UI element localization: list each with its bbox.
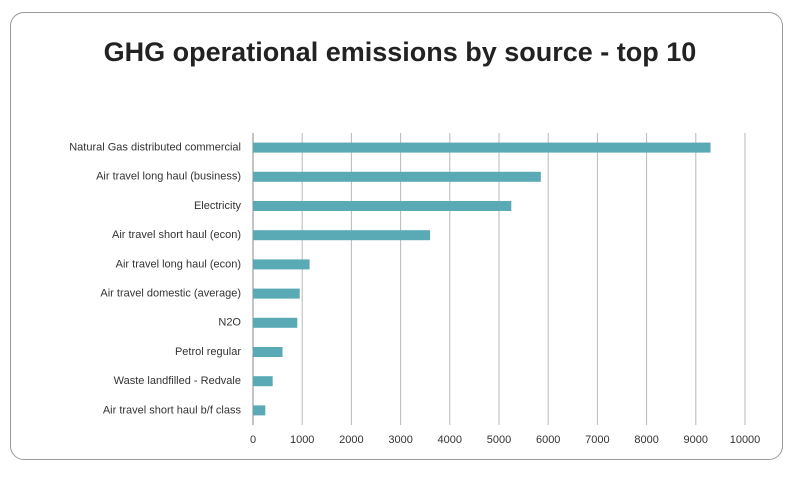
x-tick-label: 8000 [634, 434, 658, 446]
bar [253, 317, 298, 328]
bar [253, 230, 431, 241]
y-tick-label: Air travel short haul (econ) [112, 229, 241, 241]
x-tick-label: 7000 [585, 434, 609, 446]
bar [253, 171, 541, 182]
y-tick-label: Petrol regular [175, 346, 241, 358]
bar [253, 201, 512, 211]
y-tick-label: Air travel long haul (econ) [116, 258, 241, 270]
x-tick-label: 10000 [730, 434, 761, 446]
x-tick-label: 0 [250, 434, 256, 446]
x-tick-label: 2000 [339, 434, 363, 446]
bar [253, 288, 300, 299]
chart-title: GHG operational emissions by source - to… [103, 37, 697, 67]
y-tick-label: Electricity [194, 200, 242, 212]
bar [253, 259, 310, 270]
chart-frame [10, 12, 783, 460]
y-tick-label: Air travel long haul (business) [96, 171, 241, 183]
x-tick-label: 1000 [290, 434, 314, 446]
x-tick-label: 6000 [536, 434, 560, 446]
bar [253, 142, 711, 153]
bar [253, 376, 273, 387]
y-tick-label: N2O [218, 317, 241, 329]
x-tick-label: 5000 [487, 434, 511, 446]
bar [253, 347, 283, 357]
x-tick-label: 4000 [438, 434, 462, 446]
y-tick-label: Waste landfilled - Redvale [114, 375, 241, 387]
y-tick-label: Natural Gas distributed commercial [69, 142, 241, 154]
bar [253, 405, 266, 416]
y-tick-label: Air travel domestic (average) [100, 288, 241, 300]
y-tick-label: Air travel short haul b/f class [103, 404, 242, 416]
x-tick-label: 9000 [684, 434, 708, 446]
x-tick-label: 3000 [388, 434, 412, 446]
